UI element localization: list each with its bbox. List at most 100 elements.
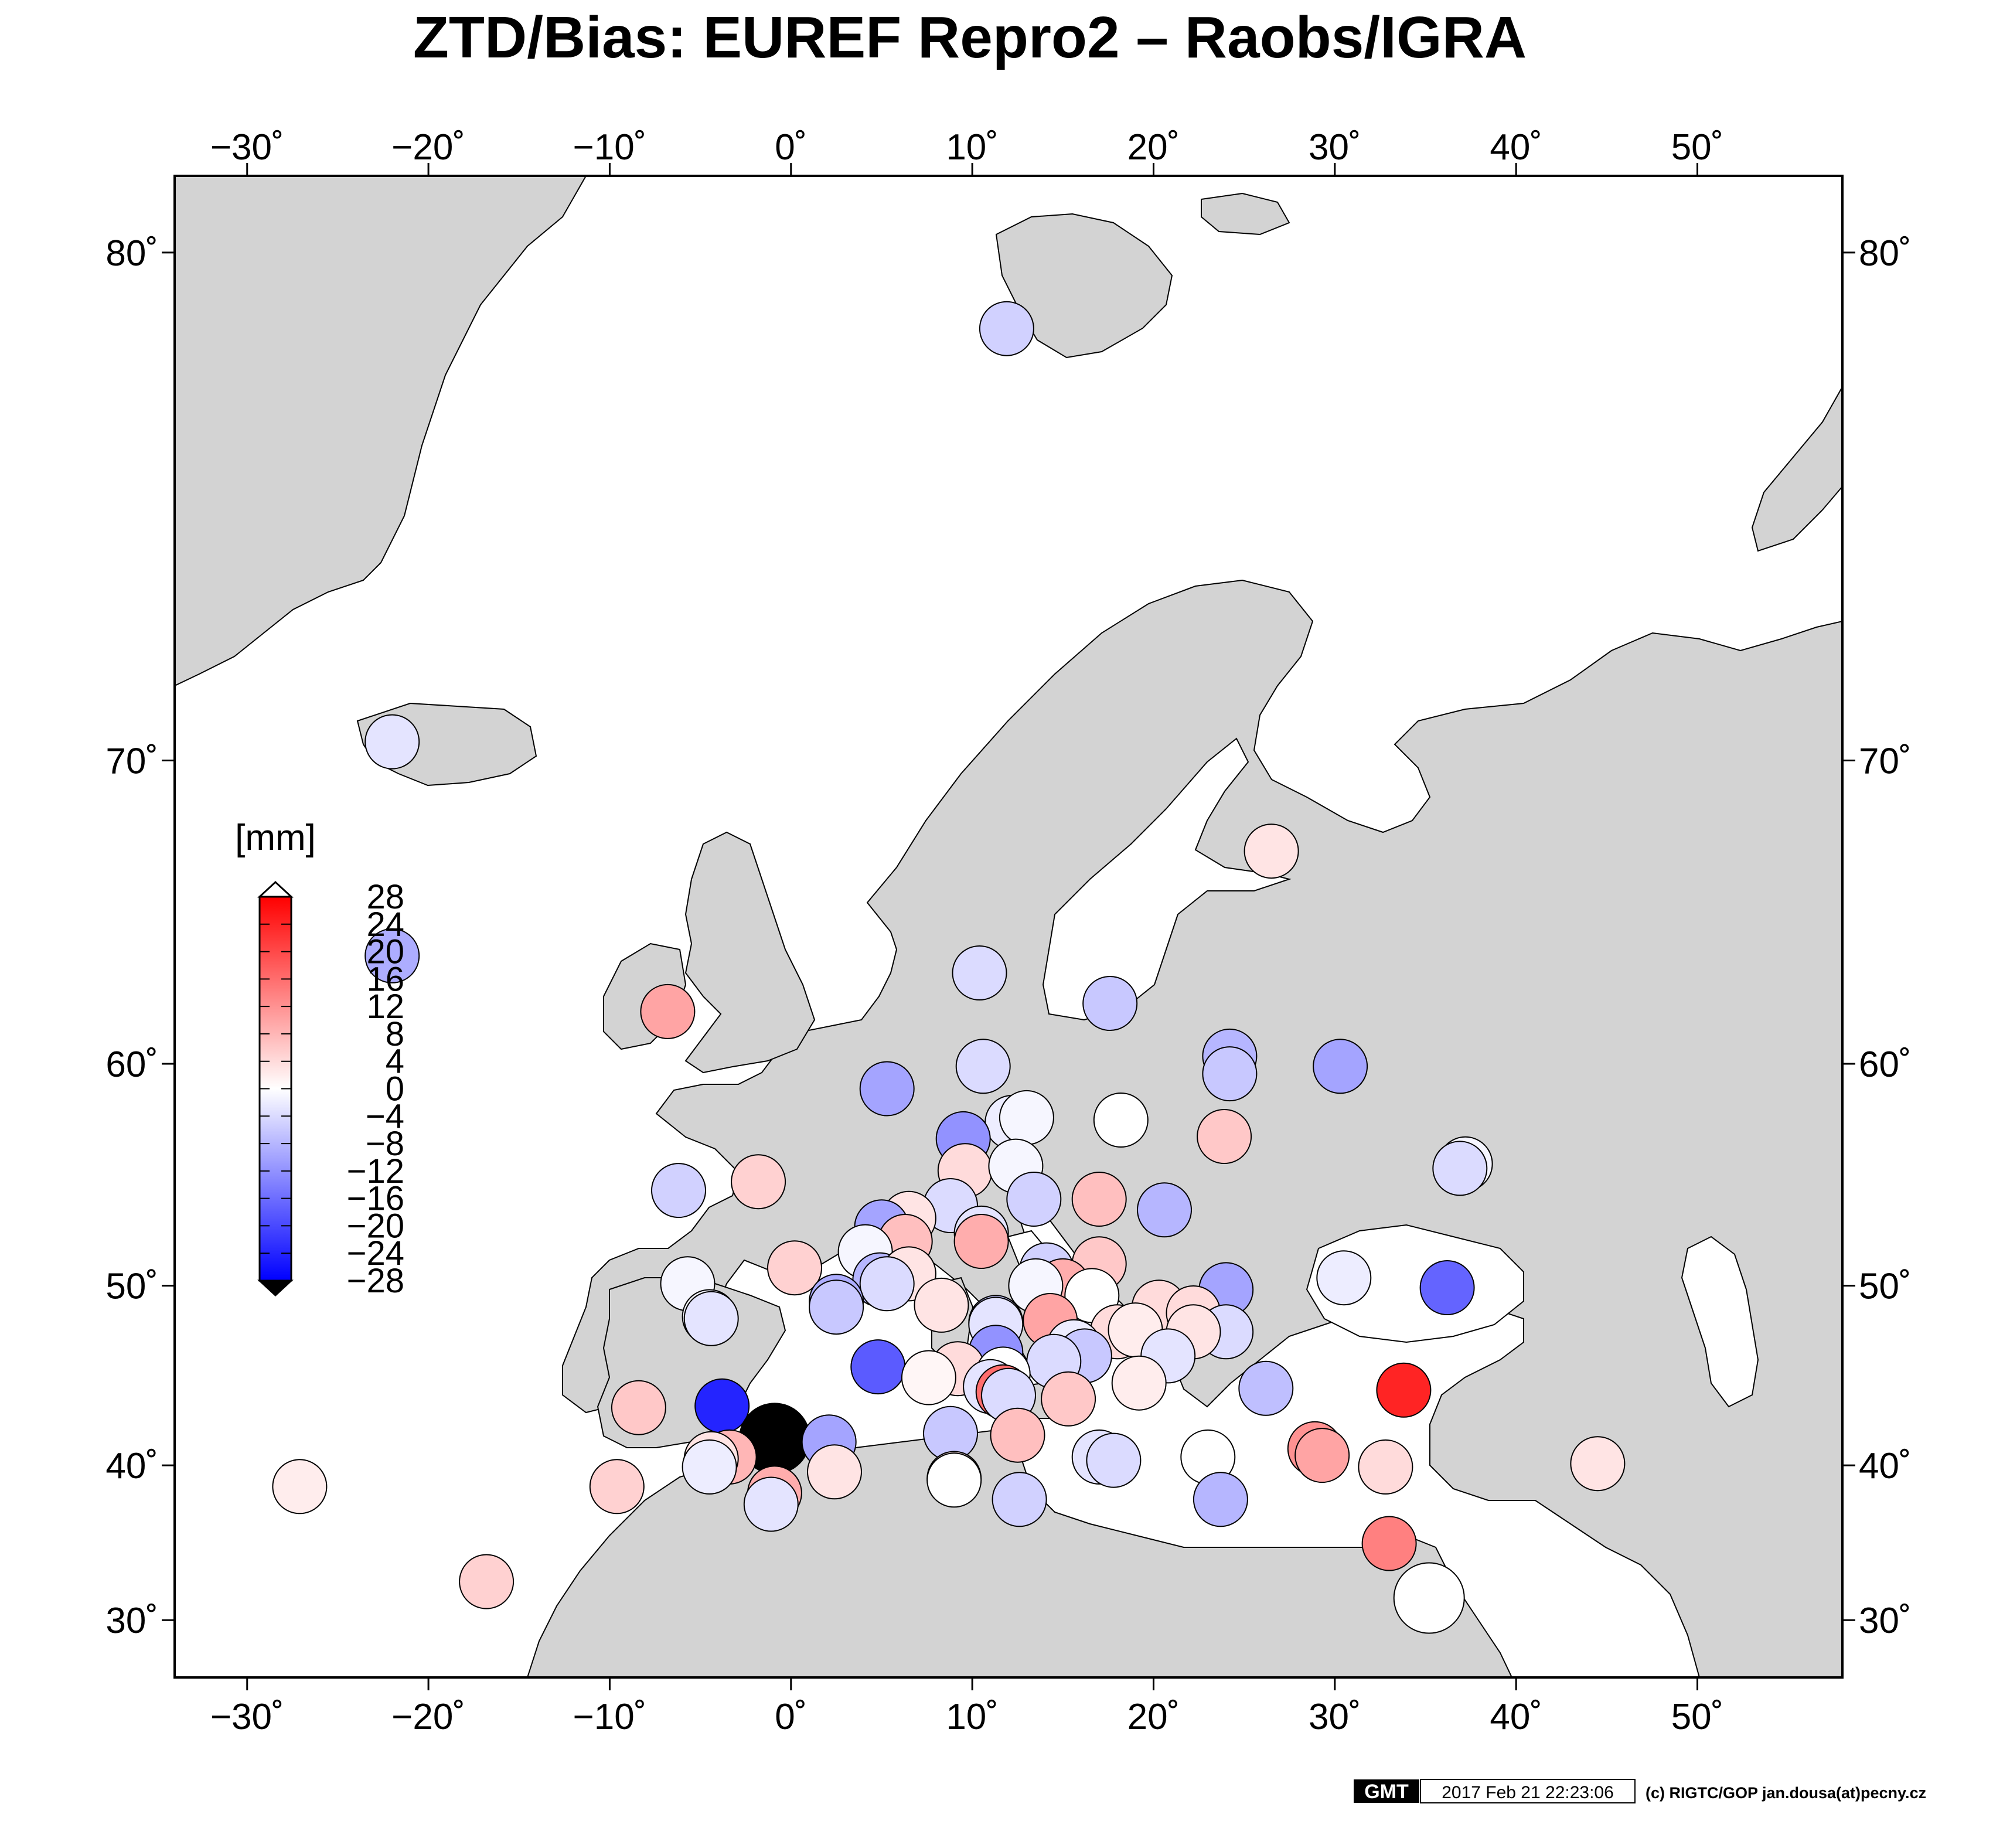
sea-caspian — [1681, 1236, 1759, 1408]
footer: GMT 2017 Feb 21 22:23:06 (c) RIGTC/GOP j… — [1354, 1779, 1926, 1803]
station-marker — [1570, 1436, 1626, 1492]
colorbar-tick-label: 4 — [386, 1043, 404, 1081]
lat-tick-label-right: 30˚ — [1859, 1601, 1912, 1641]
colorbar-tick-label: −28 — [347, 1262, 404, 1300]
station-marker — [1093, 1093, 1149, 1148]
colorbar-tick-label: 0 — [386, 1070, 404, 1108]
timestamp: 2017 Feb 21 22:23:06 — [1442, 1783, 1614, 1802]
colorbar-under-arrow — [257, 1279, 294, 1297]
lon-tick-label-top: 40˚ — [1490, 127, 1542, 168]
station-marker — [683, 1291, 739, 1346]
station-marker — [651, 1163, 706, 1219]
lon-tick-label-bottom: 0˚ — [775, 1697, 807, 1737]
station-marker — [809, 1279, 864, 1335]
lon-tick-label-bottom: 40˚ — [1490, 1697, 1542, 1737]
lat-tick-label-right: 70˚ — [1859, 741, 1912, 782]
station-marker — [364, 714, 420, 770]
station-marker — [992, 1472, 1047, 1527]
station-marker — [640, 983, 696, 1039]
lat-tick-label-right: 60˚ — [1859, 1044, 1912, 1085]
colorbar-tick-label: −20 — [347, 1207, 404, 1245]
colorbar-tick-label: 8 — [386, 1015, 404, 1053]
station-marker — [743, 1476, 799, 1532]
station-marker — [1294, 1428, 1350, 1483]
land-great-britain — [684, 831, 816, 1074]
station-marker — [731, 1154, 786, 1210]
colorbar-tick-label: −24 — [347, 1234, 404, 1272]
station-marker — [1111, 1355, 1167, 1411]
station-marker — [1071, 1172, 1127, 1227]
lon-tick-label-top: −10˚ — [573, 127, 647, 168]
lon-tick-label-top: 0˚ — [775, 127, 807, 168]
station-marker — [589, 1459, 645, 1515]
station-markers — [272, 301, 1626, 1634]
lat-tick-label-left: 40˚ — [105, 1446, 158, 1486]
colorbar-tick-label: 28 — [366, 878, 404, 916]
map-title: ZTD/Bias: EUREF Repro2 – Raobs/IGRA — [413, 5, 1527, 70]
station-marker — [1197, 1109, 1252, 1164]
station-marker — [1316, 1250, 1372, 1306]
colorbar-tick-label: −16 — [347, 1180, 404, 1218]
colorbar-tick-label: −12 — [347, 1152, 404, 1190]
gmt-badge — [1354, 1779, 1419, 1803]
land-svalbard-east — [1201, 192, 1290, 236]
lat-tick-label-left: 30˚ — [105, 1601, 158, 1641]
station-marker — [850, 1339, 906, 1395]
lon-tick-label-top: −30˚ — [210, 127, 284, 168]
station-marker — [611, 1380, 666, 1435]
station-marker — [694, 1378, 750, 1434]
station-marker — [807, 1444, 862, 1500]
lon-tick-label-bottom: 20˚ — [1127, 1697, 1180, 1737]
station-marker — [999, 1090, 1054, 1145]
lon-tick-label-top: 10˚ — [946, 127, 999, 168]
station-marker — [1137, 1182, 1192, 1238]
credit: (c) RIGTC/GOP jan.dousa(at)pecny.cz — [1646, 1784, 1926, 1802]
lat-tick-label-left: 50˚ — [105, 1267, 158, 1307]
colorbar-tick-label: 12 — [366, 988, 404, 1026]
station-marker — [955, 1039, 1011, 1094]
station-marker — [1086, 1432, 1142, 1488]
station-marker — [990, 1407, 1045, 1463]
map-frame — [173, 175, 1844, 1679]
station-marker — [272, 1459, 328, 1515]
lat-tick-label-right: 50˚ — [1859, 1267, 1912, 1307]
station-marker — [1419, 1260, 1475, 1315]
station-marker — [1376, 1362, 1432, 1418]
station-marker — [1393, 1562, 1465, 1634]
station-marker — [926, 1452, 982, 1508]
station-marker — [1193, 1472, 1248, 1527]
land-greenland — [175, 176, 587, 687]
station-marker — [1244, 823, 1299, 879]
axis-ticks: −30˚ −30˚ −20˚ −20˚ −10˚ −10˚ 0˚ 0˚ 10˚ 10˚ 20˚ 20˚… — [105, 127, 1911, 1737]
station-marker — [914, 1277, 969, 1333]
station-marker — [901, 1350, 956, 1405]
station-marker — [1238, 1360, 1294, 1416]
colorbar-tick-label: −4 — [366, 1097, 404, 1135]
colorbar-tick-label: 20 — [366, 933, 404, 971]
colorbar-tick-label: −8 — [366, 1125, 404, 1163]
sea-black — [1306, 1224, 1524, 1343]
lon-tick-label-bottom: 50˚ — [1671, 1697, 1724, 1737]
lon-tick-label-bottom: −20˚ — [391, 1697, 465, 1737]
lon-tick-label-bottom: 30˚ — [1309, 1697, 1361, 1737]
lon-tick-label-top: 20˚ — [1127, 127, 1180, 168]
station-marker — [459, 1554, 515, 1609]
lat-tick-label-right: 80˚ — [1859, 233, 1912, 274]
station-marker — [979, 301, 1034, 356]
station-marker — [1313, 1039, 1368, 1094]
lat-tick-label-left: 60˚ — [105, 1044, 158, 1085]
station-marker — [682, 1439, 737, 1495]
lat-tick-label-right: 40˚ — [1859, 1446, 1912, 1486]
station-marker — [953, 1214, 1009, 1269]
station-markers-clip — [272, 301, 1626, 1634]
station-marker — [1082, 976, 1138, 1031]
station-marker — [1358, 1439, 1413, 1495]
lon-tick-label-top: 30˚ — [1309, 127, 1361, 168]
station-marker — [1432, 1141, 1488, 1196]
station-marker — [1006, 1172, 1062, 1227]
lon-tick-label-top: 50˚ — [1671, 127, 1724, 168]
